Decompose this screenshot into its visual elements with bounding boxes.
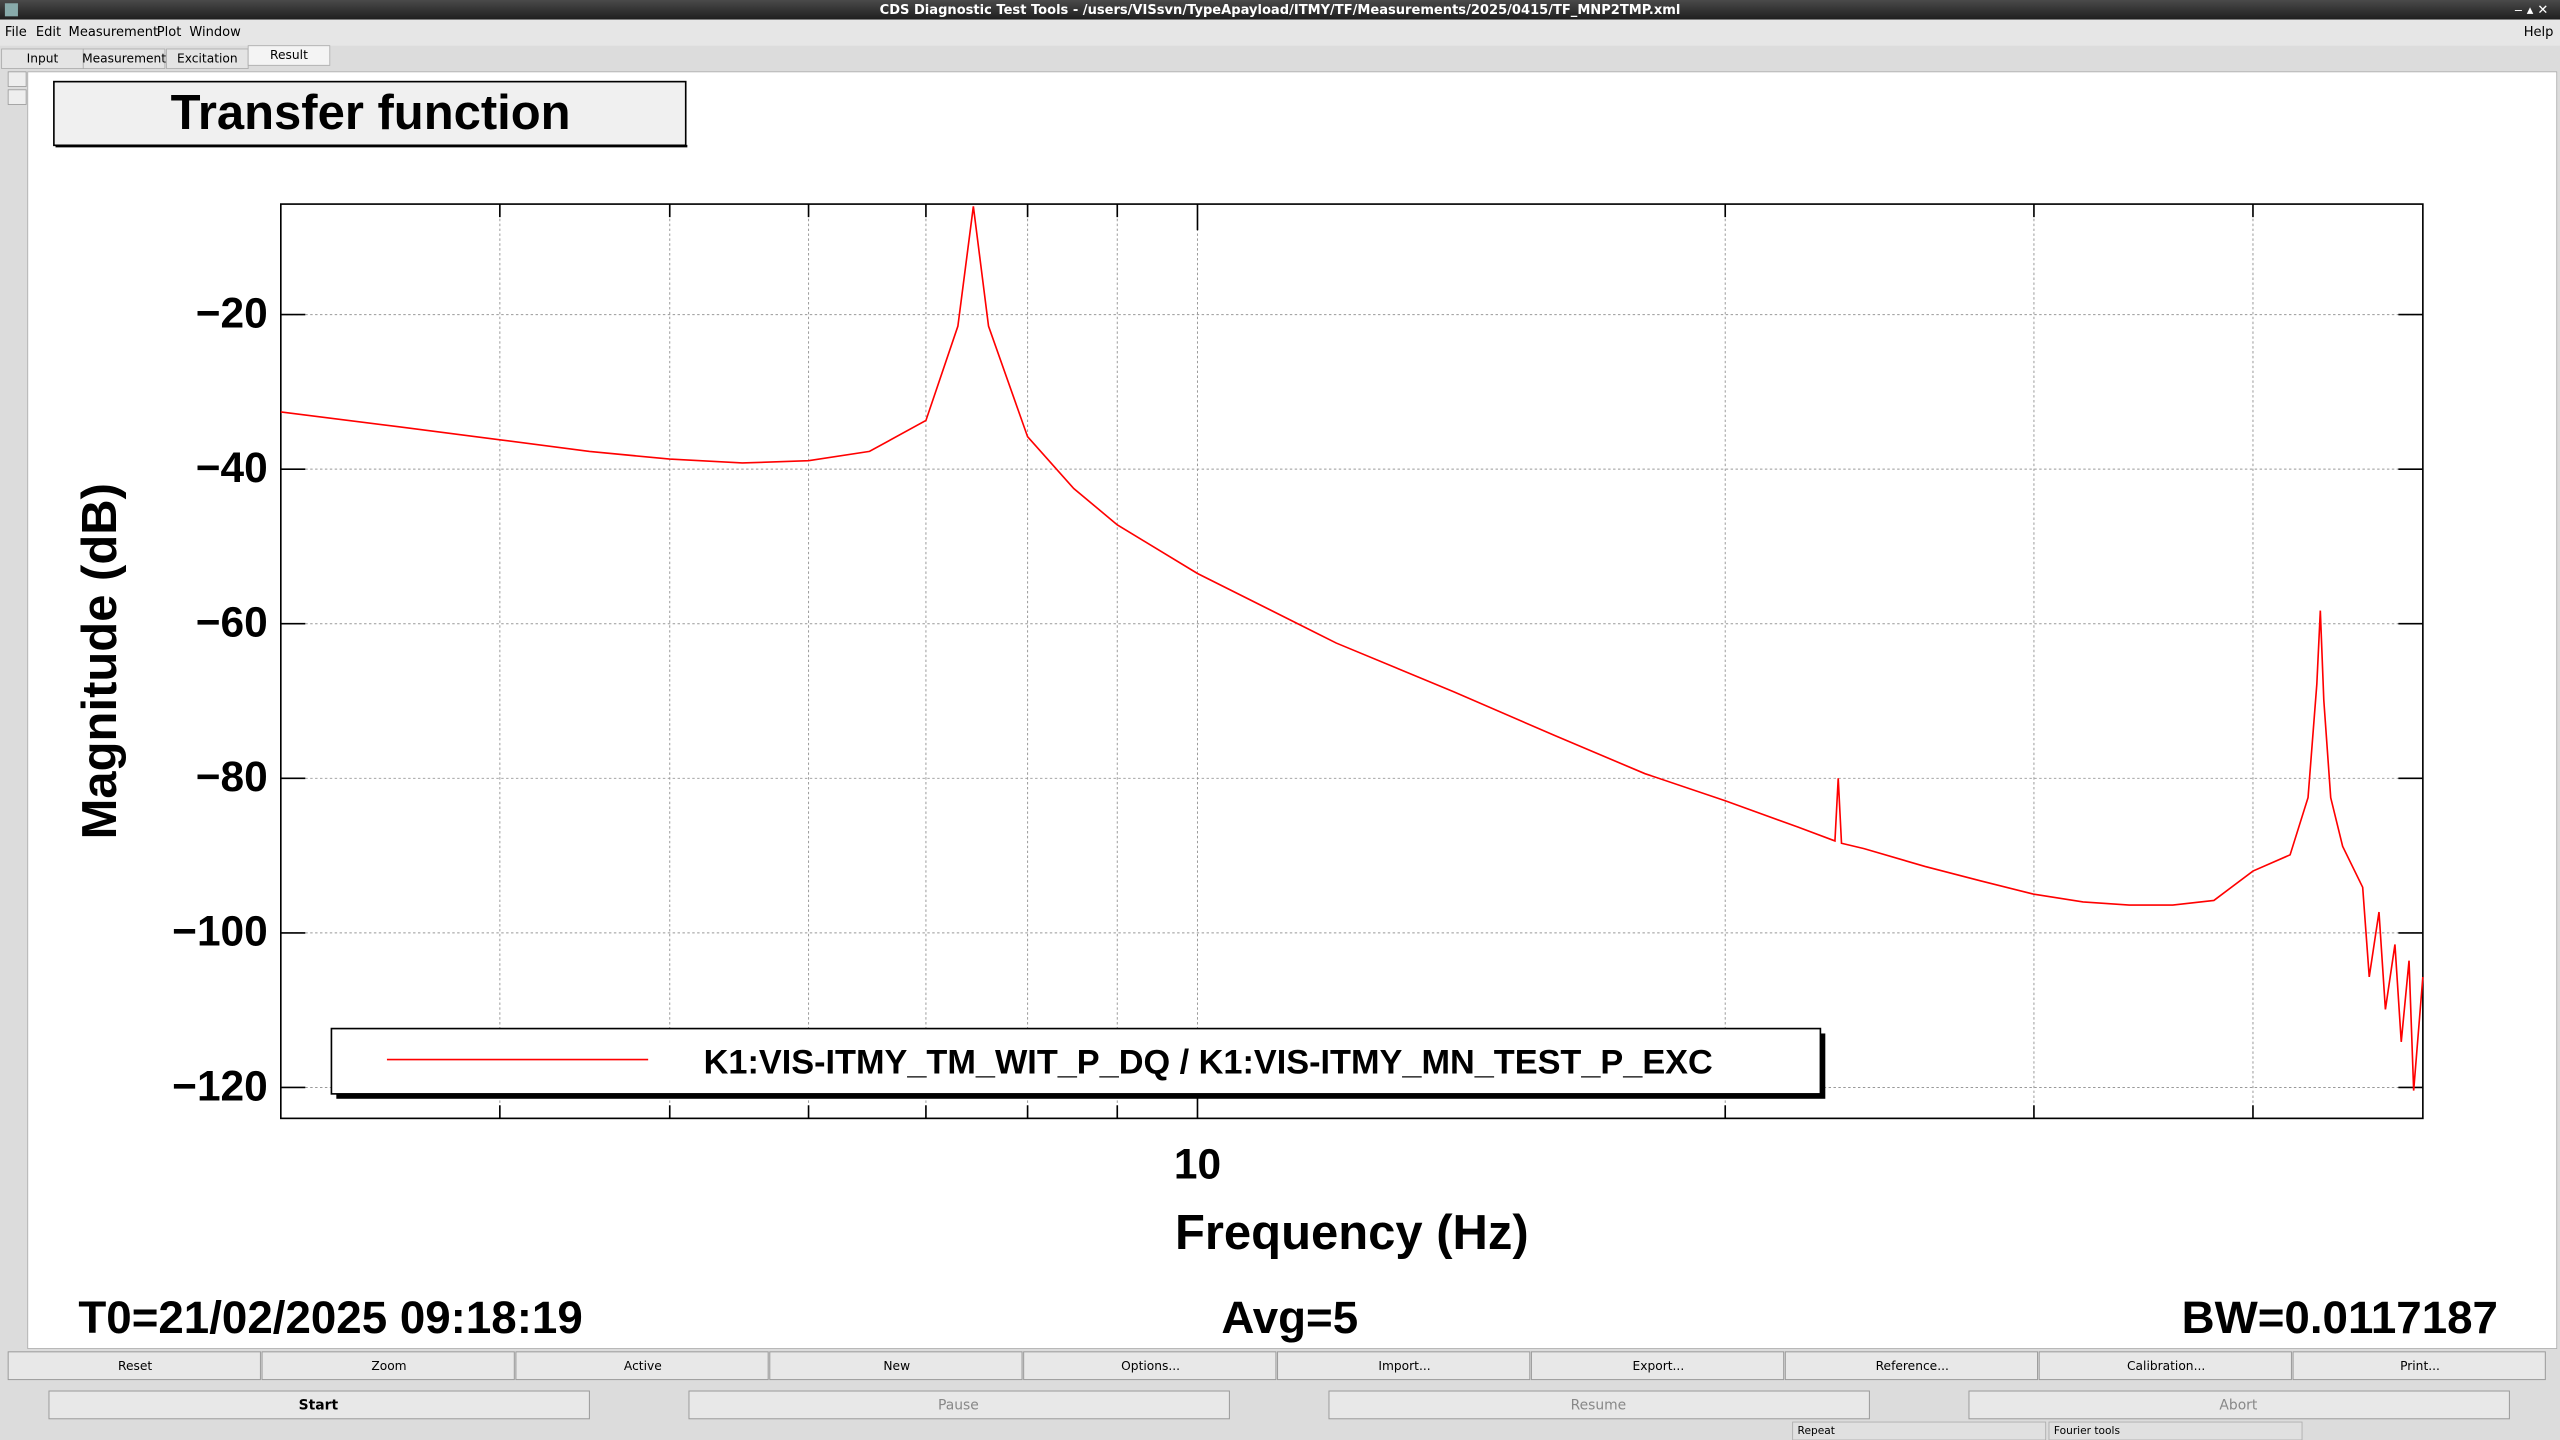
button-label[interactable]: Options... xyxy=(1121,1359,1180,1373)
legend-label: K1:VIS-ITMY_TM_WIT_P_DQ / K1:VIS-ITMY_MN… xyxy=(704,1044,1713,1082)
button-label[interactable]: Reset xyxy=(118,1359,152,1373)
control-button[interactable] xyxy=(1968,1390,2510,1420)
button-label[interactable]: Import... xyxy=(1378,1359,1430,1373)
window-icon xyxy=(4,3,18,17)
menu-bar xyxy=(0,19,2560,46)
control-label[interactable]: Resume xyxy=(1571,1398,1627,1414)
y-tick-label: −20 xyxy=(196,289,268,336)
button-label[interactable]: Active xyxy=(624,1359,662,1373)
button-label[interactable]: Zoom xyxy=(371,1359,406,1373)
x-axis-label: Frequency (Hz) xyxy=(1175,1206,1529,1260)
y-tick-label: −100 xyxy=(172,908,268,955)
y-tick-label: −120 xyxy=(172,1062,268,1109)
button-label[interactable]: Print... xyxy=(2400,1359,2440,1373)
button-label[interactable]: Reference... xyxy=(1876,1359,1949,1373)
menu-item[interactable]: Plot xyxy=(157,25,182,40)
button-label[interactable]: Export... xyxy=(1633,1359,1685,1373)
button[interactable] xyxy=(2038,1351,2292,1381)
scroll-down[interactable] xyxy=(7,89,27,105)
button[interactable] xyxy=(1023,1351,1277,1381)
control-button[interactable] xyxy=(1328,1390,1870,1420)
control-label[interactable]: Pause xyxy=(938,1398,979,1414)
button[interactable] xyxy=(7,1351,261,1381)
menu-item[interactable]: Measurement xyxy=(69,25,159,40)
y-tick-label: −80 xyxy=(196,753,268,800)
legend-box xyxy=(330,1027,1822,1095)
avg-label: Avg=5 xyxy=(1221,1292,1358,1343)
help-menu[interactable]: Help xyxy=(2524,25,2554,40)
button[interactable] xyxy=(1784,1351,2039,1381)
data-line xyxy=(280,206,2424,1091)
y-tick-label: −60 xyxy=(196,599,268,646)
title-box xyxy=(53,80,687,147)
control-button[interactable] xyxy=(48,1390,590,1420)
tab[interactable] xyxy=(82,48,166,69)
menu-item[interactable]: Window xyxy=(189,25,241,40)
button[interactable] xyxy=(2292,1351,2546,1381)
status-text: Repeat xyxy=(1798,1424,1835,1437)
plot-frame xyxy=(280,203,2424,1120)
control-label[interactable]: Start xyxy=(299,1398,339,1414)
plot-panel xyxy=(27,71,2558,1349)
chart-title: Transfer function xyxy=(171,86,571,140)
t0-label: T0=21/02/2025 09:18:19 xyxy=(78,1292,582,1343)
menu-item[interactable]: File xyxy=(5,25,27,40)
tab-label[interactable]: Result xyxy=(270,48,308,62)
button-label[interactable]: New xyxy=(883,1359,910,1373)
bw-label: BW=0.0117187 xyxy=(2182,1292,2498,1343)
button[interactable] xyxy=(1530,1351,1785,1381)
status-field xyxy=(1792,1421,2047,1440)
x-tick-label: 10 xyxy=(1174,1141,1221,1188)
tab-label[interactable]: Measurement xyxy=(82,51,166,65)
tab[interactable] xyxy=(247,45,331,66)
button[interactable] xyxy=(515,1351,769,1381)
menu-item[interactable]: Edit xyxy=(36,25,61,40)
control-button[interactable] xyxy=(688,1390,1230,1420)
tab-label[interactable]: Excitation xyxy=(177,51,238,65)
title-bar xyxy=(0,0,2560,20)
window-title: CDS Diagnostic Test Tools - /users/VISsv… xyxy=(880,3,1681,18)
y-axis-label: Magnitude (dB) xyxy=(73,483,127,839)
y-tick-label: −40 xyxy=(196,444,268,491)
scroll-up[interactable] xyxy=(7,71,27,87)
control-label[interactable]: Abort xyxy=(2219,1398,2257,1414)
button-label[interactable]: Calibration... xyxy=(2127,1359,2205,1373)
tab-label[interactable]: Input xyxy=(27,51,59,65)
button[interactable] xyxy=(1277,1351,1531,1381)
status-field xyxy=(2048,1421,2303,1440)
button[interactable] xyxy=(769,1351,1023,1381)
window-controls[interactable]: ‒ ▴ ✕ xyxy=(2514,3,2548,18)
status-text: Fourier tools xyxy=(2054,1424,2121,1437)
button[interactable] xyxy=(261,1351,515,1381)
